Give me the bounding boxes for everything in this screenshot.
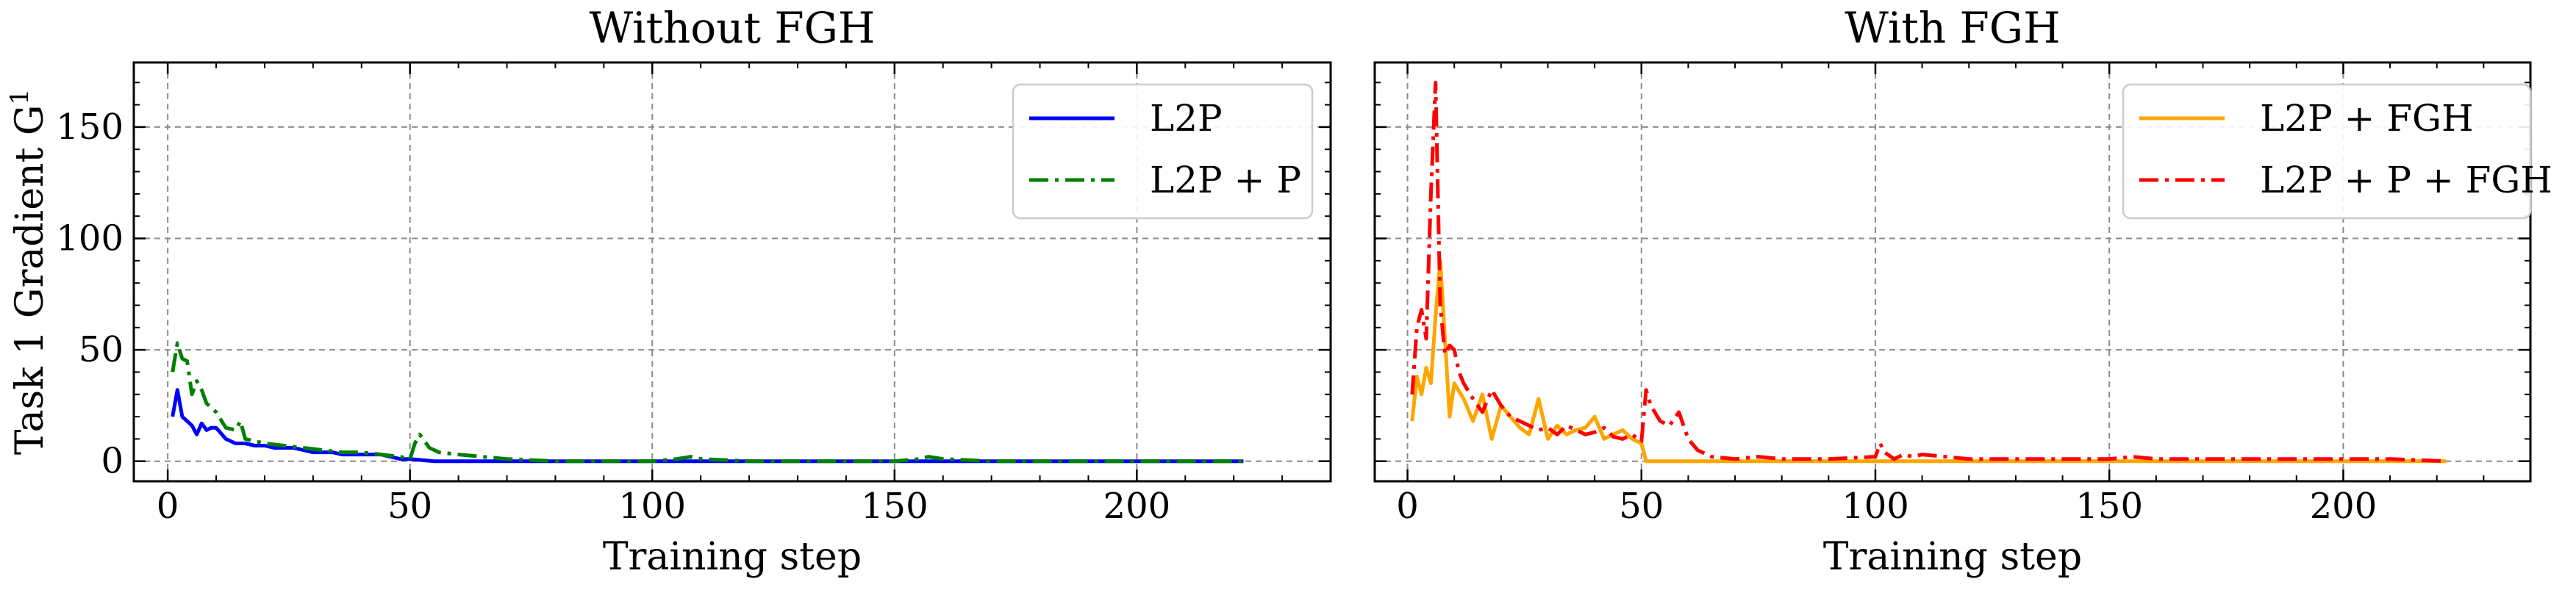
x-tick-label: 50: [387, 486, 432, 527]
x-tick-label: 50: [1619, 486, 1664, 527]
plot-frame: [1373, 61, 2532, 483]
legend-label: L2P: [1150, 97, 1223, 140]
series-line-l2p: [171, 388, 1244, 464]
y-tick-label: 50: [79, 329, 124, 370]
legend-label: L2P + P: [1150, 159, 1301, 201]
legend-label: L2P + P + FGH: [2260, 159, 2552, 201]
x-tick-label: 200: [1103, 486, 1171, 527]
series-line-l2p-fgh: [1410, 259, 2447, 464]
panel-with-fgh: 0 50 100 150 200 With FGH Training step L2P + F…: [1373, 3, 2552, 579]
series-line-l2p-p: [171, 341, 1244, 464]
x-tick-label: 100: [1842, 486, 1909, 527]
y-tick-label: 150: [56, 107, 124, 148]
series-line-l2p-p-fgh: [1410, 80, 2447, 464]
x-tick-label: 150: [861, 486, 929, 527]
plot-frame: [132, 61, 1332, 483]
y-tick-label: 100: [56, 218, 124, 259]
legend-box: [2122, 83, 2532, 220]
x-axis-label: Training step: [603, 535, 862, 579]
x-tick-label: 0: [1396, 486, 1419, 527]
chart-title: Without FGH: [590, 3, 876, 53]
x-tick-label: 200: [2310, 486, 2378, 527]
panel-without-fgh: 0 50 100 150 200 0 50 100 150 Without FGH Training…: [5, 3, 1332, 579]
y-axis-label: Task 1 Gradient G1: [5, 89, 52, 455]
x-axis-label: Training step: [1823, 535, 2082, 579]
legend-label: L2P + FGH: [2260, 97, 2474, 140]
x-tick-label: 0: [157, 486, 179, 527]
x-tick-label: 150: [2075, 486, 2143, 527]
x-tick-label: 100: [618, 486, 686, 527]
chart-title: With FGH: [1845, 3, 2060, 53]
y-tick-label: 0: [101, 441, 124, 482]
y-axis-label-superscript: 1: [5, 89, 35, 105]
